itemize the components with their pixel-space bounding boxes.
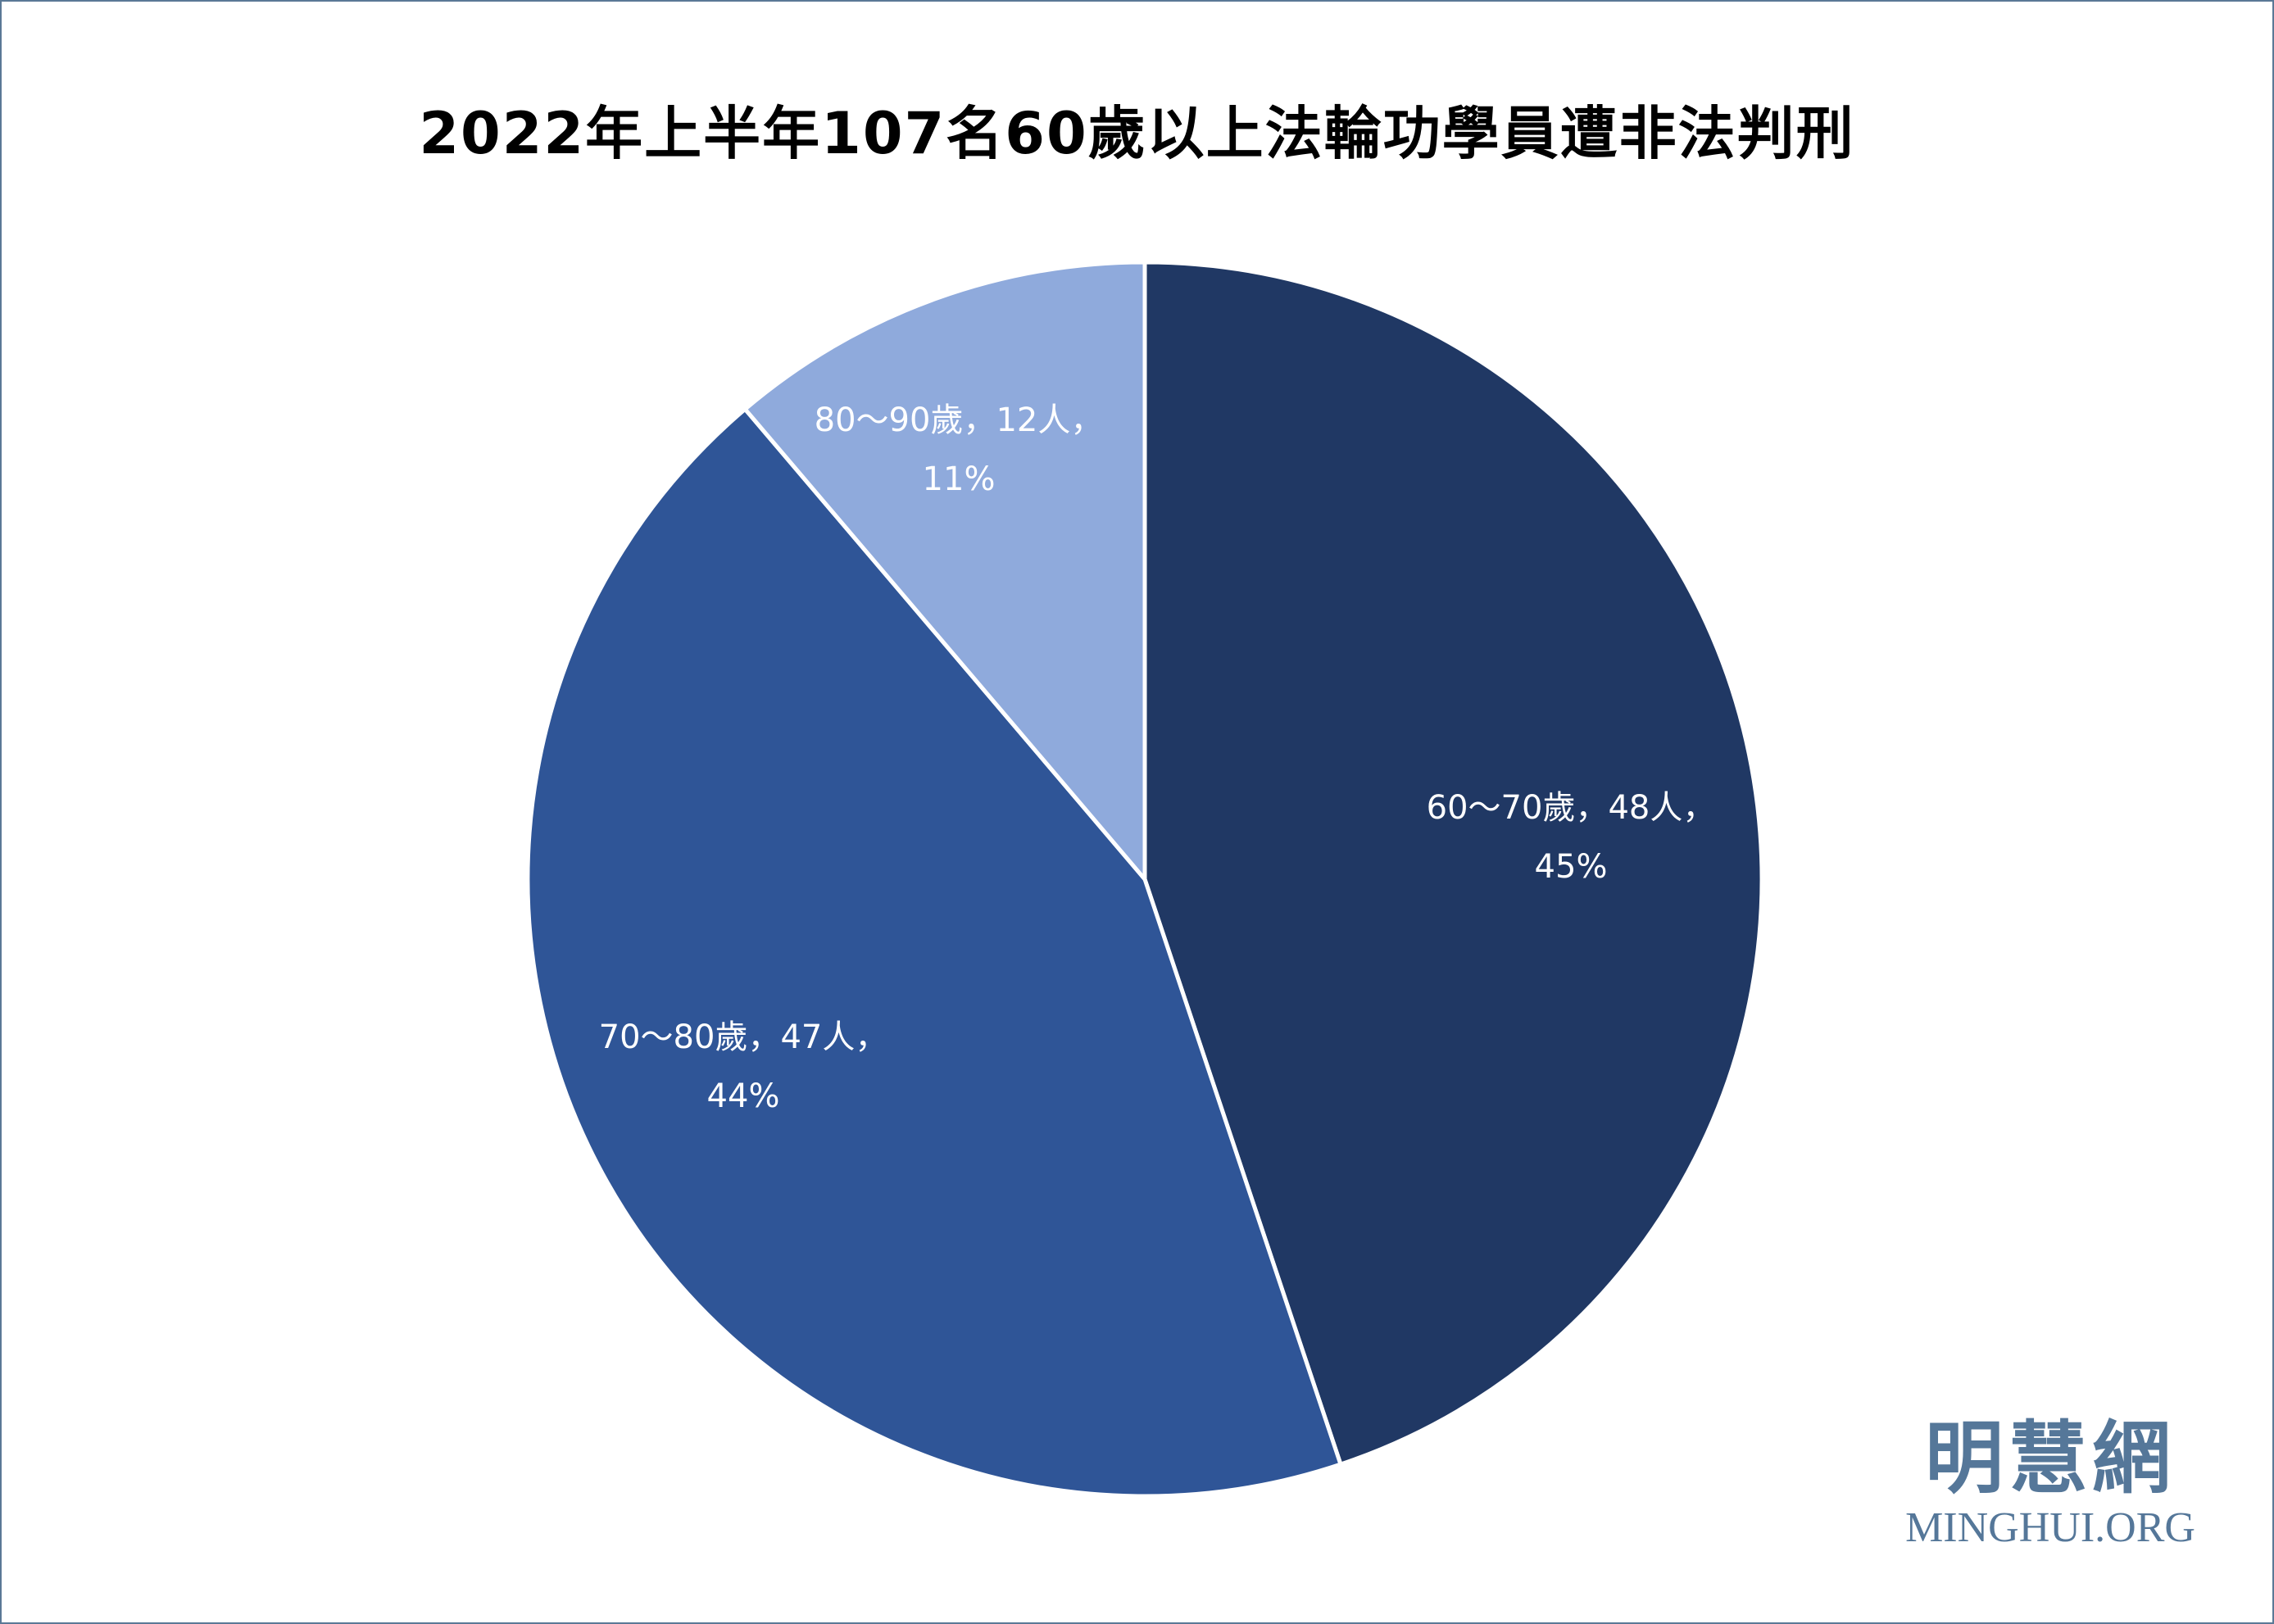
logo-chinese: 明慧網 — [1925, 1412, 2176, 1504]
slice-label-text: 70～80歲，47人， — [598, 1018, 888, 1056]
slice-label-percent: 45% — [1534, 848, 1608, 886]
pie-slice-1 — [525, 406, 1343, 1499]
slice-label-text: 60～70歲，48人， — [1426, 789, 1716, 827]
logo-english: MINGHUI.ORG — [1905, 1504, 2195, 1551]
chart-title: 2022年上半年107名60歲以上法輪功學員遭非法判刑 — [419, 100, 1855, 167]
pie-slice-2 — [742, 260, 1147, 882]
pie-slice-0 — [1142, 260, 1764, 1467]
slice-label-percent: 44% — [706, 1077, 780, 1115]
slice-label-text: 80～90歲，12人， — [814, 401, 1104, 439]
slice-label-80-90: 80～90歲，12人， 11% — [815, 391, 1104, 509]
slice-label-60-70: 60～70歲，48人， 45% — [1427, 778, 1716, 896]
slice-label-70-80: 70～80歲，47人， 44% — [599, 1008, 888, 1126]
minghui-logo: 明慧網 MINGHUI.ORG — [1878, 1395, 2222, 1552]
slice-label-percent: 11% — [922, 460, 996, 498]
